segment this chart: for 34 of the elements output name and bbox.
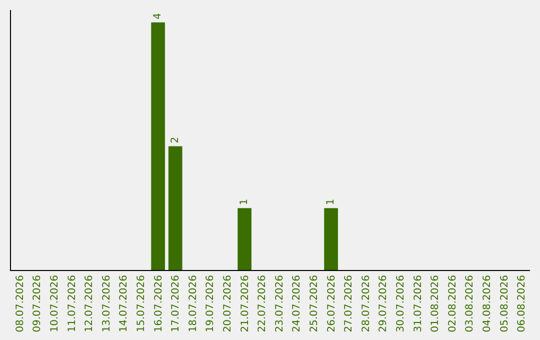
data-label: 1 <box>239 198 250 206</box>
x-tick-label: 19.07.2026 <box>205 275 216 332</box>
x-tick-label: 04.08.2026 <box>482 275 493 332</box>
x-tick-label: 23.07.2026 <box>274 275 286 332</box>
x-tick-label: 01.08.2026 <box>430 275 442 332</box>
x-tick-label: 10.07.2026 <box>50 275 60 332</box>
data-label: 1 <box>326 198 337 206</box>
x-tick-label: 17.07.2026 <box>170 275 182 332</box>
x-tick-label: 25.07.2026 <box>309 275 320 332</box>
x-tick-label: 22.07.2026 <box>257 275 268 332</box>
x-tick-label: 20.07.2026 <box>222 275 234 332</box>
x-tick-label: 06.08.2026 <box>516 275 528 332</box>
x-tick-label: 16.07.2026 <box>153 275 164 332</box>
x-tick-label: 21.07.2026 <box>240 275 251 332</box>
x-tick-label: 27.07.2026 <box>344 275 355 332</box>
x-tick-label: 12.07.2026 <box>84 275 96 332</box>
x-tick-label: 02.08.2026 <box>447 275 458 332</box>
data-label: 4 <box>152 13 164 20</box>
x-tick-label: 31.07.2026 <box>412 275 424 332</box>
x-tick-label: 30.07.2026 <box>396 275 406 332</box>
x-tick-label: 15.07.2026 <box>136 275 147 332</box>
x-tick-label: 29.07.2026 <box>378 275 390 332</box>
data-label: 2 <box>170 136 181 144</box>
x-tick-label: 26.07.2026 <box>326 275 338 332</box>
x-tick-label: 08.07.2026 <box>14 275 26 332</box>
x-tick-label: 24.07.2026 <box>292 275 303 332</box>
x-tick-label: 14.07.2026 <box>118 275 130 332</box>
x-tick-label: 18.07.2026 <box>188 275 199 332</box>
x-tick-label: 13.07.2026 <box>101 275 112 332</box>
x-tick-label: 11.07.2026 <box>66 275 78 332</box>
x-tick-label: 03.08.2026 <box>464 275 476 332</box>
x-tick-label: 09.07.2026 <box>32 275 44 332</box>
x-tick-label: 28.07.2026 <box>360 275 372 332</box>
x-tick-label: 05.08.2026 <box>499 275 510 332</box>
